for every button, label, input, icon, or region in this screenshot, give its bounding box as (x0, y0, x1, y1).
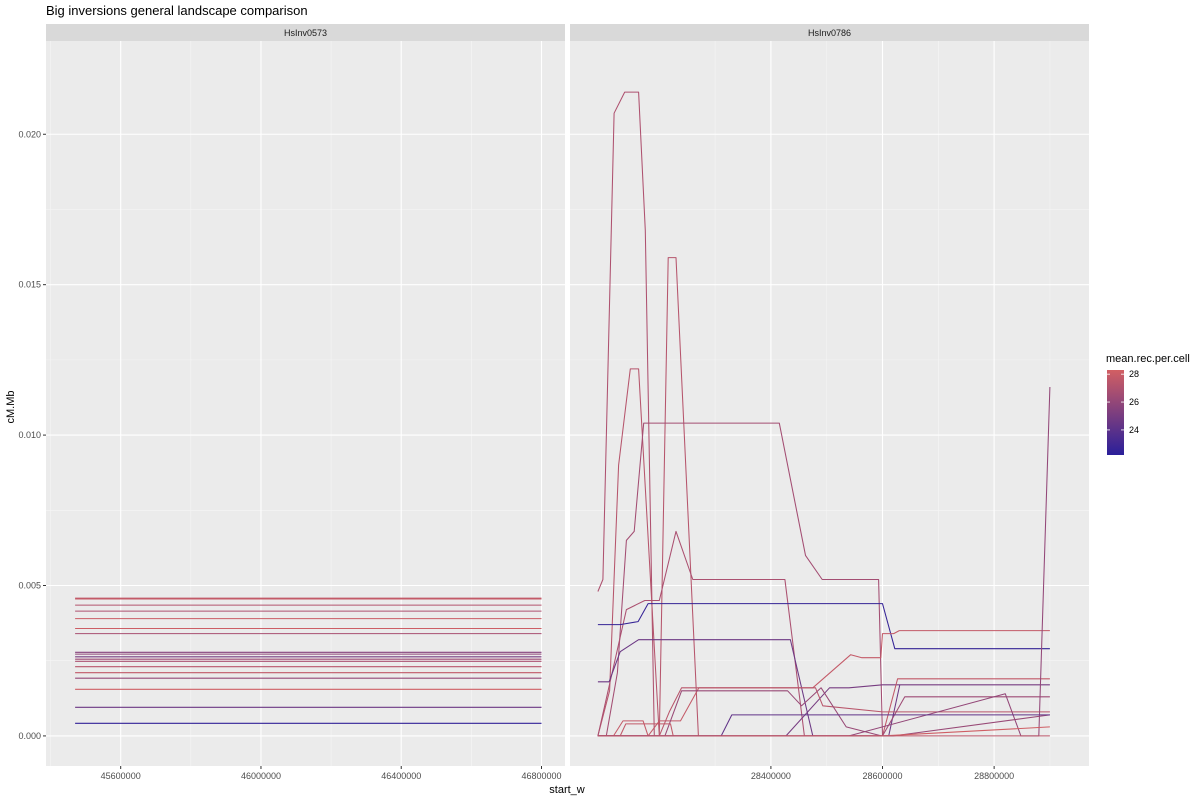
panel-strip (46, 24, 565, 41)
x-tick-label: 46800000 (521, 771, 561, 781)
legend-tick-label: 28 (1129, 369, 1139, 379)
y-tick-label: 0.000 (18, 731, 41, 741)
legend-tick-label: 24 (1129, 425, 1139, 435)
series-line (597, 603, 1050, 650)
legend: mean.rec.per.cell 28 26 24 (1106, 353, 1190, 455)
panel-background (46, 41, 565, 766)
x-tick-label: 46400000 (381, 771, 421, 781)
y-tick-label: 0.005 (18, 581, 41, 591)
chart-title: Big inversions general landscape compari… (46, 3, 308, 18)
x-tick-label: 46000000 (241, 771, 281, 781)
y-tick-label: 0.020 (18, 129, 41, 139)
y-tick-label: 0.010 (18, 430, 41, 440)
legend-tick-label: 26 (1129, 397, 1139, 407)
legend-colorbar (1107, 370, 1124, 455)
plot-area: HsInv0573 45600000 46000000 46400000 4680000… (18, 24, 1089, 781)
panel-background (570, 41, 1089, 766)
y-tick-label: 0.015 (18, 280, 41, 290)
series-line (597, 257, 699, 737)
series-line (597, 91, 655, 736)
series-line (597, 422, 884, 737)
panel-strip-label: HsInv0573 (284, 28, 327, 38)
x-tick-label: 28400000 (751, 771, 791, 781)
y-axis-label: cM.Mb (5, 391, 17, 424)
legend-title: mean.rec.per.cell (1106, 353, 1190, 365)
x-axis-label: start_w (549, 784, 585, 796)
x-tick-label: 28800000 (974, 771, 1014, 781)
panel-strip-label: HsInv0786 (808, 28, 851, 38)
x-tick-label: 45600000 (101, 771, 141, 781)
panel-strip (570, 24, 1089, 41)
x-tick-label: 28600000 (862, 771, 902, 781)
